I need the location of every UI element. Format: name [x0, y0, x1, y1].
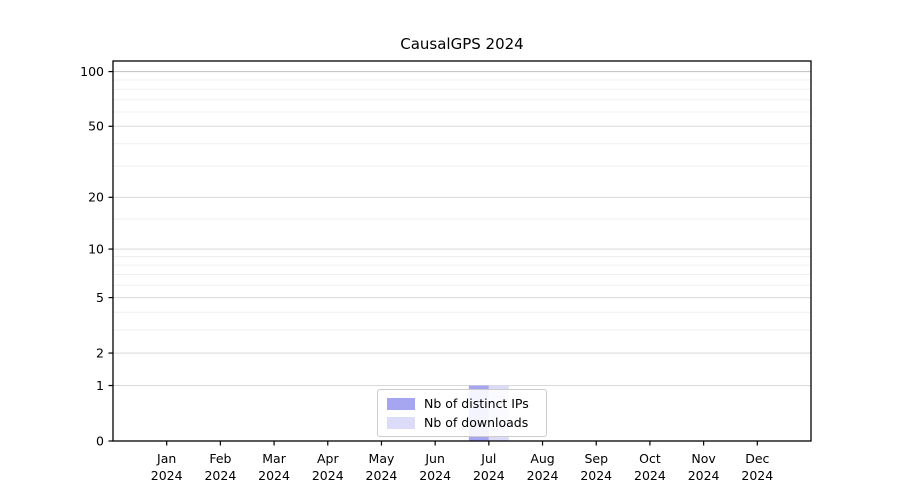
x-tick-label-month: Jul	[480, 451, 496, 466]
x-tick-label-month: Aug	[530, 451, 554, 466]
x-tick-label-month: Jun	[424, 451, 445, 466]
x-tick-label-year: 2024	[258, 468, 290, 483]
chart-legend: Nb of distinct IPs Nb of downloads	[377, 389, 547, 437]
y-tick-label: 100	[80, 64, 104, 79]
x-tick-label-year: 2024	[634, 468, 666, 483]
legend-item-distinct-ips: Nb of distinct IPs	[387, 396, 537, 411]
y-tick-label: 5	[96, 290, 104, 305]
x-tick-label-year: 2024	[312, 468, 344, 483]
y-tick-label: 10	[88, 241, 104, 256]
x-tick-label-month: Oct	[639, 451, 661, 466]
legend-swatch-distinct-ips	[387, 397, 415, 410]
x-tick-label-year: 2024	[473, 468, 505, 483]
chart-title: CausalGPS 2024	[400, 35, 524, 53]
legend-item-downloads: Nb of downloads	[387, 415, 537, 430]
y-tick-label: 50	[88, 119, 104, 134]
x-tick-label-month: May	[369, 451, 395, 466]
legend-label-downloads: Nb of downloads	[424, 415, 529, 430]
x-tick-label-month: Nov	[691, 451, 716, 466]
x-tick-label-month: Feb	[209, 451, 231, 466]
x-tick-label-year: 2024	[741, 468, 773, 483]
x-tick-label-month: Sep	[584, 451, 608, 466]
y-tick-label: 20	[88, 190, 104, 205]
axes-frame	[112, 60, 812, 442]
x-tick-label-year: 2024	[366, 468, 398, 483]
y-tick-label: 0	[96, 433, 104, 448]
x-tick-label-month: Jan	[156, 451, 176, 466]
x-tick-label-month: Dec	[745, 451, 769, 466]
x-tick-label-year: 2024	[688, 468, 720, 483]
x-tick-label-month: Apr	[317, 451, 339, 466]
x-tick-label-year: 2024	[580, 468, 612, 483]
x-tick-label-year: 2024	[419, 468, 451, 483]
x-tick-label-month: Mar	[262, 451, 286, 466]
y-tick-label: 2	[96, 345, 104, 360]
x-tick-label-year: 2024	[527, 468, 559, 483]
y-tick-label: 1	[96, 378, 104, 393]
legend-swatch-downloads	[387, 416, 415, 429]
x-tick-label-year: 2024	[204, 468, 236, 483]
legend-label-distinct-ips: Nb of distinct IPs	[424, 396, 529, 411]
x-tick-label-year: 2024	[151, 468, 183, 483]
